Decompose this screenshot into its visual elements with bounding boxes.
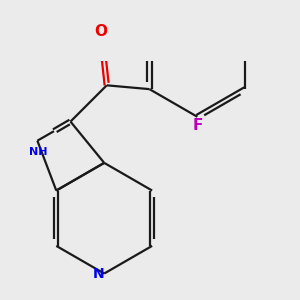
Text: F: F <box>192 118 203 133</box>
Text: NH: NH <box>29 147 48 158</box>
Text: O: O <box>94 24 107 39</box>
Text: N: N <box>93 266 105 280</box>
